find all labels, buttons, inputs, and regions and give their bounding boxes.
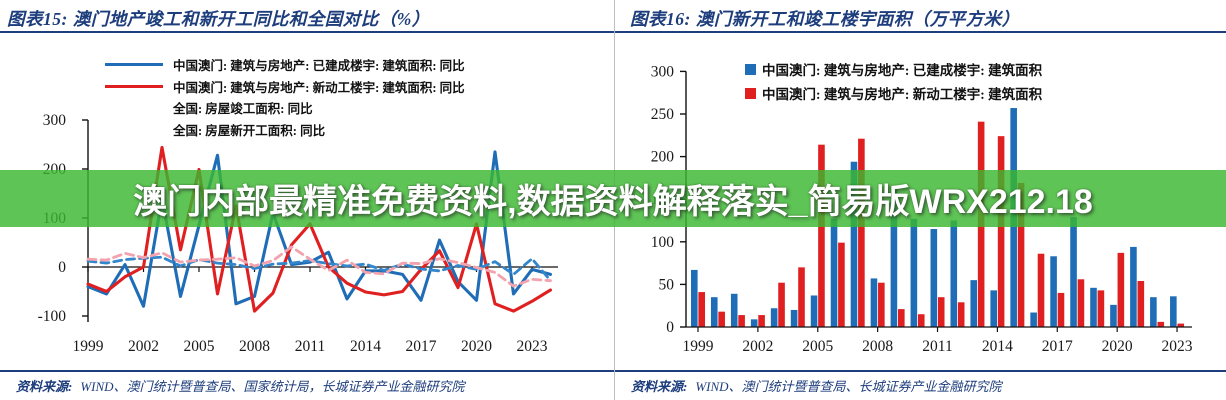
svg-text:2005: 2005 [802,338,833,355]
legend-label: 全国: 房屋竣工面积: 同比 [173,102,313,117]
svg-text:1999: 1999 [683,338,714,355]
svg-text:1999: 1999 [73,338,104,355]
legend-item: 中国澳门: 建筑与房地产: 新动工楼宇: 建筑面积 [745,81,1042,105]
legend-item: 全国: 房屋竣工面积: 同比 [105,97,465,119]
svg-text:300: 300 [43,112,67,129]
svg-text:2023: 2023 [517,338,548,355]
svg-text:2017: 2017 [406,338,437,355]
figure-16-title: 图表16: 澳门新开工和竣工楼宇面积（万平方米） [630,9,1020,29]
solid-line-icon [105,84,163,88]
svg-text:2020: 2020 [1102,338,1133,355]
figure-15-title-underline [0,31,614,33]
dashed-line-icon [105,106,163,109]
solid-line-icon [105,63,163,67]
figure-16-title-underline [615,31,1226,33]
svg-text:200: 200 [651,149,675,166]
svg-text:2008: 2008 [862,338,893,355]
svg-text:2020: 2020 [461,338,492,355]
watermark-text: 澳门内部最精准免费资料,数据资料解释落实_简易版WRX212.18 [133,183,1093,221]
watermark-banner [0,170,1226,227]
source-label: 资料来源: [16,379,73,394]
svg-text:300: 300 [651,63,675,80]
svg-text:2005: 2005 [184,338,215,355]
figure-15-legend: 中国澳门: 建筑与房地产: 已建成楼宇: 建筑面积: 同比 中国澳门: 建筑与房地… [105,54,465,140]
svg-text:2014: 2014 [350,338,381,355]
svg-text:2014: 2014 [982,338,1013,355]
svg-text:2023: 2023 [1162,338,1193,355]
source-text: WIND、澳门统计暨普查局、国家统计局，长城证券产业金融研究院 [80,379,465,394]
svg-text:0: 0 [666,319,674,336]
svg-text:0: 0 [58,259,66,276]
panel-figure-15: 图表15: 澳门地产竣工和新开工同比和全国对比（%） 中国澳门: 建筑与房地产:… [0,9,614,395]
legend-swatch-icon [745,63,756,75]
figure-15-title: 图表15: 澳门地产竣工和新开工同比和全国对比（%） [7,9,430,29]
figure-15-source: 资料来源: WIND、澳门统计暨普查局、国家统计局，长城证券产业金融研究院 [16,376,465,395]
legend-item: 中国澳门: 建筑与房地产: 新动工楼宇: 建筑面积: 同比 [105,76,465,98]
svg-text:2002: 2002 [128,338,159,355]
figure-16-source: 资料来源: WIND、澳门统计暨普查局、长城证券产业金融研究院 [631,376,1002,395]
legend-swatch-icon [745,87,756,99]
svg-text:2011: 2011 [922,338,952,355]
legend-label: 中国澳门: 建筑与房地产: 已建成楼宇: 建筑面积: 同比 [173,59,465,74]
figure-16-legend: 中国澳门: 建筑与房地产: 已建成楼宇: 建筑面积 中国澳门: 建筑与房地产: 新… [745,57,1042,105]
panel-figure-16: 图表16: 澳门新开工和竣工楼宇面积（万平方米） 中国澳门: 建筑与房地产: 已… [615,0,1226,400]
dashed-line-icon [105,128,163,131]
figure-15-source-rule [0,370,614,372]
figure-16-source-rule [615,370,1226,372]
legend-label: 中国澳门: 建筑与房地产: 新动工楼宇: 建筑面积 [762,87,1043,102]
legend-label: 中国澳门: 建筑与房地产: 新动工楼宇: 建筑面积: 同比 [173,80,465,95]
svg-text:2008: 2008 [239,338,270,355]
legend-label: 全国: 房屋新开工面积: 同比 [173,123,326,138]
svg-text:50: 50 [659,276,675,293]
legend-label: 中国澳门: 建筑与房地产: 已建成楼宇: 建筑面积 [762,63,1043,78]
svg-text:2002: 2002 [742,338,773,355]
legend-item: 全国: 房屋新开工面积: 同比 [105,119,465,141]
svg-text:250: 250 [651,106,675,123]
svg-text:100: 100 [651,234,675,251]
source-label: 资料来源: [631,379,688,394]
legend-item: 中国澳门: 建筑与房地产: 已建成楼宇: 建筑面积: 同比 [105,54,465,76]
svg-text:2011: 2011 [295,338,325,355]
legend-item: 中国澳门: 建筑与房地产: 已建成楼宇: 建筑面积 [745,57,1042,81]
svg-text:2017: 2017 [1042,338,1073,355]
source-text: WIND、澳门统计暨普查局、长城证券产业金融研究院 [695,379,1002,394]
svg-text:-100: -100 [38,308,67,325]
